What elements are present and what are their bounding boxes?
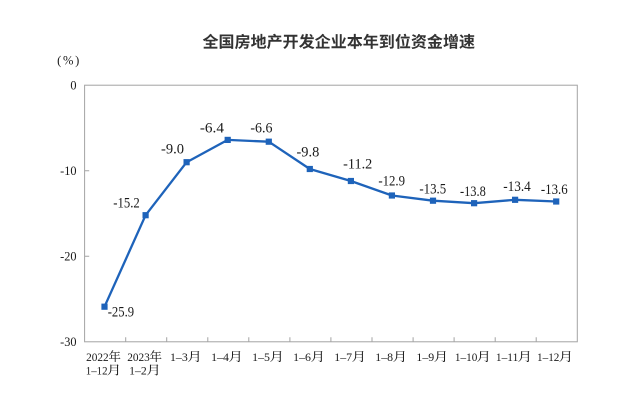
svg-text:-9.8: -9.8 [297, 144, 320, 160]
svg-text:1–11: 1–11 [496, 351, 519, 364]
svg-text:0: 0 [70, 78, 76, 92]
svg-text:1–12: 1–12 [86, 364, 108, 377]
svg-text:-13.6: -13.6 [541, 182, 568, 198]
svg-text:-13.5: -13.5 [419, 181, 446, 197]
svg-text:1–3: 1–3 [170, 351, 188, 364]
svg-text:-13.4: -13.4 [503, 179, 531, 195]
svg-text:-15.2: -15.2 [113, 196, 140, 212]
svg-text:-11.2: -11.2 [343, 156, 372, 172]
svg-text:-10: -10 [60, 164, 76, 178]
svg-text:2022: 2022 [86, 351, 109, 364]
svg-text:-6.6: -6.6 [250, 121, 273, 137]
svg-text:1–4: 1–4 [211, 351, 229, 364]
svg-text:1–10: 1–10 [455, 351, 478, 364]
svg-text:1–8: 1–8 [375, 351, 393, 364]
svg-text:-25.9: -25.9 [108, 304, 134, 320]
svg-text:-30: -30 [60, 335, 76, 349]
svg-text:-9.0: -9.0 [161, 141, 184, 157]
svg-text:-13.8: -13.8 [460, 184, 486, 200]
svg-text:2023: 2023 [127, 351, 150, 364]
svg-text:1–5: 1–5 [252, 351, 270, 364]
svg-text:1–12: 1–12 [537, 351, 560, 364]
svg-text:1–7: 1–7 [334, 351, 352, 364]
svg-text:(%): (%) [57, 53, 81, 67]
svg-text:-12.9: -12.9 [378, 173, 405, 189]
svg-text:-20: -20 [60, 249, 76, 263]
svg-text:-6.4: -6.4 [200, 120, 225, 136]
svg-text:1–9: 1–9 [416, 351, 434, 364]
svg-text:1–2: 1–2 [129, 364, 147, 377]
svg-text:1–6: 1–6 [293, 351, 311, 364]
